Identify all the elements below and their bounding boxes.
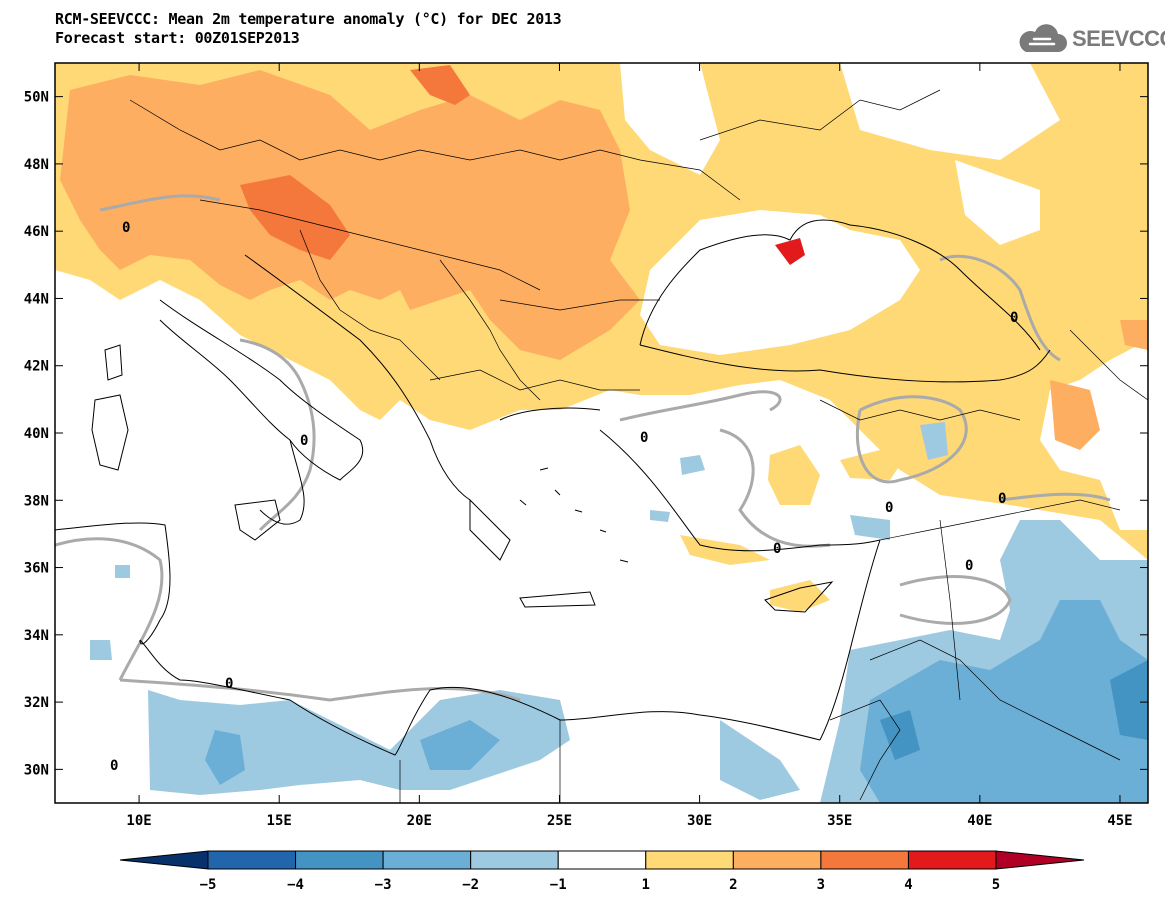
colorbar-tick-label: −4 [287, 877, 304, 893]
coastlines [55, 219, 1051, 756]
contour-label: 0 [998, 491, 1006, 507]
colorbar-tick-label: 4 [904, 877, 912, 893]
lat-label: 48N [24, 157, 49, 173]
lon-label: 15E [267, 813, 292, 829]
contour-label: 0 [122, 220, 130, 236]
zero-contours [55, 194, 1111, 702]
colorbar-box [557, 850, 647, 870]
logo-text: SEEVCCC [1072, 26, 1165, 51]
colorbar-legend: −5 −4 −3 −2 −1 1 2 3 4 5 [119, 850, 1085, 893]
lon-label: 25E [547, 813, 572, 829]
title-line-1: RCM-SEEVCCC: Mean 2m temperature anomaly… [55, 10, 562, 28]
seevccc-logo: SEEVCCC [1016, 22, 1165, 56]
colorbar-box [207, 850, 297, 870]
colorbar-tick-label: −2 [462, 877, 479, 893]
latitude-axis: 30N 32N 34N 36N 38N 40N 42N 44N 46N 48N 50N [24, 90, 1148, 778]
colorbar-right-arrow [995, 850, 1085, 870]
colorbar-tick-label: −5 [200, 877, 217, 893]
lat-label: 46N [24, 224, 49, 240]
warm-anatolia [680, 445, 900, 612]
lon-label: 40E [967, 813, 992, 829]
anomaly-3-4-crimea [775, 238, 805, 265]
colorbar-box [907, 850, 997, 870]
colorbar-box [732, 850, 822, 870]
title-line-2: Forecast start: 00Z01SEP2013 [55, 29, 300, 47]
anomaly-minus3-4-region [880, 660, 1148, 760]
lat-label: 50N [24, 90, 49, 106]
colorbar-tick-label: 2 [729, 877, 737, 893]
contour-label: 0 [965, 558, 973, 574]
colorbar-tick-label: −1 [550, 877, 567, 893]
contour-label: 0 [773, 541, 781, 557]
colorbar-left-arrow [119, 850, 209, 870]
country-borders [129, 89, 1148, 803]
lon-label: 45E [1107, 813, 1132, 829]
colorbar-box [470, 850, 559, 870]
contour-label: 0 [110, 758, 118, 774]
lat-label: 38N [24, 493, 49, 509]
colorbar-tick-label: −3 [375, 877, 392, 893]
lat-label: 34N [24, 628, 49, 644]
lon-label: 20E [407, 813, 432, 829]
lat-label: 40N [24, 426, 49, 442]
lon-label: 10E [126, 813, 151, 829]
longitude-axis: 10E 15E 20E 25E 30E 35E 40E 45E [126, 63, 1133, 829]
lon-label: 35E [827, 813, 852, 829]
map-field: 0 0 0 0 0 0 0 0 0 0 [55, 63, 1148, 803]
anomaly-3-4-region [240, 65, 470, 260]
lat-label: 30N [24, 762, 49, 778]
neutral-region-north [620, 63, 1060, 355]
lat-label: 32N [24, 695, 49, 711]
contour-label: 0 [300, 433, 308, 449]
colorbar-box [820, 850, 909, 870]
contour-label: 0 [640, 430, 648, 446]
lon-label: 30E [687, 813, 712, 829]
colorbar-tick-label: 3 [817, 877, 825, 893]
colorbar-tick-label: 5 [992, 877, 1000, 893]
colorbar-box [645, 850, 734, 870]
contour-label: 0 [225, 676, 233, 692]
colorbar-box [295, 850, 384, 870]
contour-label: 0 [885, 500, 893, 516]
warm-caucasus [1050, 320, 1148, 450]
colorbar-tick-label: 1 [642, 877, 650, 893]
colorbar-box [382, 850, 472, 870]
lat-label: 44N [24, 291, 49, 307]
lat-label: 36N [24, 561, 49, 577]
contour-labels: 0 0 0 0 0 0 0 0 0 0 [110, 220, 1018, 774]
map-title: RCM-SEEVCCC: Mean 2m temperature anomaly… [55, 10, 562, 48]
cloud-logo-icon [1019, 24, 1067, 52]
lat-label: 42N [24, 359, 49, 375]
contour-label: 0 [1010, 310, 1018, 326]
